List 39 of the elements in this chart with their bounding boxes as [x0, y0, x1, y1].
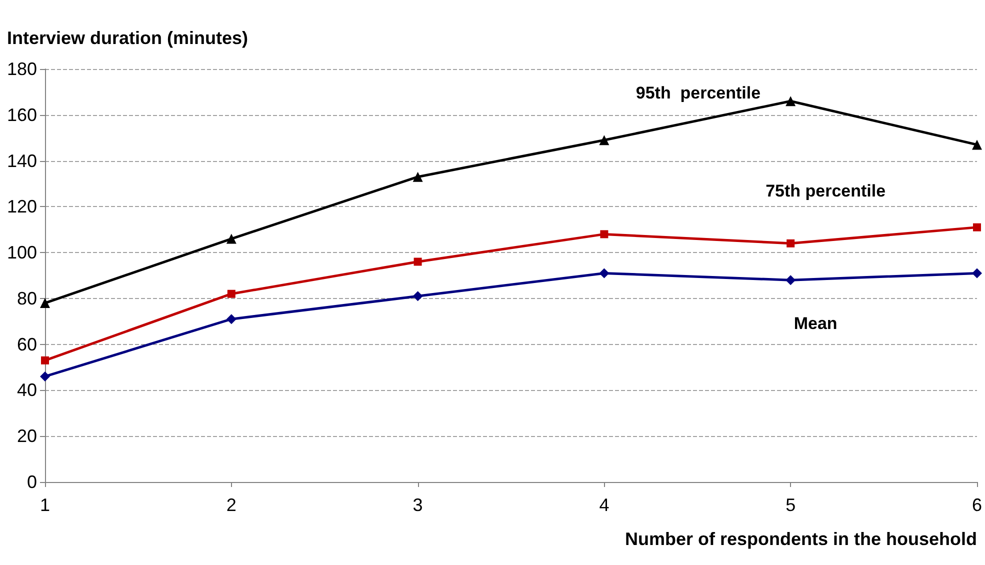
point [412, 172, 423, 182]
x-tick-label: 6 [972, 495, 982, 515]
x-tick-label: 2 [226, 495, 236, 515]
x-axis-title: Number of respondents in the household [624, 529, 977, 549]
point [972, 268, 982, 278]
y-tick-label: 60 [16, 334, 37, 354]
point [786, 239, 795, 248]
y-tick-label: 120 [6, 196, 37, 217]
point [227, 290, 236, 298]
text: 75th percentile [766, 181, 886, 200]
y-tick-label: 100 [6, 242, 37, 263]
point [40, 371, 50, 382]
y-tick-label: 180 [6, 59, 37, 79]
y-tick-label: 80 [16, 288, 37, 308]
point [599, 268, 610, 278]
y-tick-label: 140 [6, 150, 37, 171]
point [972, 223, 981, 232]
point [412, 291, 423, 302]
x-tick-label: 3 [412, 495, 423, 515]
point [972, 140, 982, 150]
y-tick-label: 40 [16, 380, 37, 400]
y-tick-label: 0 [26, 472, 37, 492]
x-tick-label: 4 [599, 495, 610, 515]
point [599, 135, 610, 146]
point [40, 298, 50, 308]
point [786, 96, 796, 106]
series-label: 95th percentile [636, 84, 761, 103]
point [600, 230, 608, 238]
point [786, 275, 796, 286]
point [41, 356, 49, 364]
series-label: Mean [794, 314, 838, 334]
y-tick-label: 160 [6, 104, 37, 125]
point [226, 234, 236, 244]
point [226, 314, 236, 324]
y-tick-label: 20 [16, 426, 37, 446]
y-axis-title: Interview duration (minutes) [7, 28, 248, 48]
x-tick-label: 5 [786, 495, 796, 515]
x-tick-label: 1 [40, 495, 50, 515]
point [414, 258, 422, 266]
